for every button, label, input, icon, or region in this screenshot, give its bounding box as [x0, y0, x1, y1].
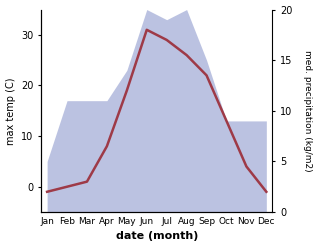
Y-axis label: med. precipitation (kg/m2): med. precipitation (kg/m2) — [303, 50, 313, 172]
Y-axis label: max temp (C): max temp (C) — [5, 77, 16, 144]
X-axis label: date (month): date (month) — [115, 231, 198, 242]
